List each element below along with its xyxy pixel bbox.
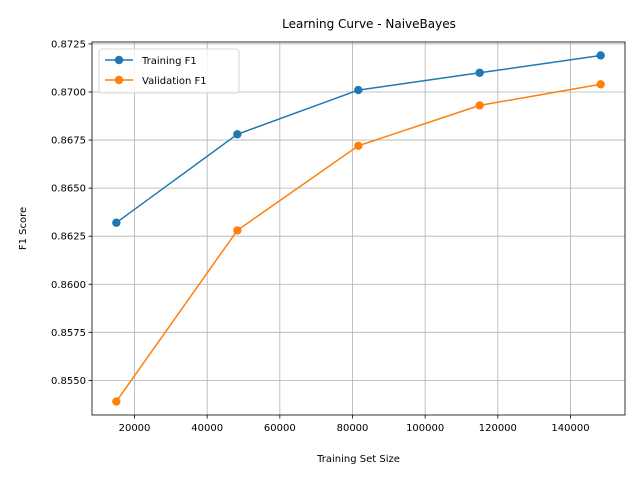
series-layer — [112, 51, 605, 406]
y-tick-label: 0.8575 — [51, 328, 86, 339]
y-tick-label: 0.8650 — [51, 184, 86, 195]
x-tick-label: 40000 — [191, 423, 223, 434]
x-tick-label: 120000 — [479, 423, 517, 434]
x-tick-label: 140000 — [551, 423, 589, 434]
y-tick-label: 0.8625 — [51, 232, 86, 243]
legend: Training F1 Validation F1 — [98, 48, 240, 94]
x-tick-label: 20000 — [119, 423, 151, 434]
x-tick-label: 60000 — [264, 423, 296, 434]
chart-title: Learning Curve - NaiveBayes — [282, 17, 456, 31]
validation-f1-point — [596, 80, 605, 89]
y-tick-label: 0.8550 — [51, 376, 86, 387]
y-tick-label: 0.8725 — [51, 39, 86, 50]
legend-training-f1-marker — [114, 55, 124, 65]
legend-training-f1-label: Training F1 — [141, 56, 197, 67]
training-f1-point — [596, 51, 605, 60]
training-f1-point — [475, 68, 484, 77]
validation-f1-point — [354, 141, 363, 151]
axis-ticks: 20000 40000 60000 80000 100000 120000 140000 0.… — [51, 39, 590, 434]
y-axis-label: F1 Score — [18, 207, 29, 250]
x-tick-label: 80000 — [337, 423, 369, 434]
training-f1-point — [233, 130, 242, 139]
y-tick-label: 0.8700 — [51, 87, 86, 98]
training-f1-point — [112, 218, 121, 227]
legend-validation-f1-marker — [114, 75, 124, 85]
training-f1-point — [354, 85, 363, 95]
legend-box — [98, 48, 240, 94]
y-tick-label: 0.8600 — [51, 280, 86, 291]
legend-validation-f1-label: Validation F1 — [142, 76, 207, 87]
plot-frame — [91, 41, 626, 416]
validation-f1-point — [233, 226, 242, 235]
x-axis-label: Training Set Size — [316, 454, 400, 465]
y-tick-label: 0.8675 — [51, 136, 86, 147]
x-tick-label: 100000 — [406, 423, 444, 434]
validation-f1-point — [112, 397, 121, 406]
validation-f1-point — [475, 101, 484, 110]
